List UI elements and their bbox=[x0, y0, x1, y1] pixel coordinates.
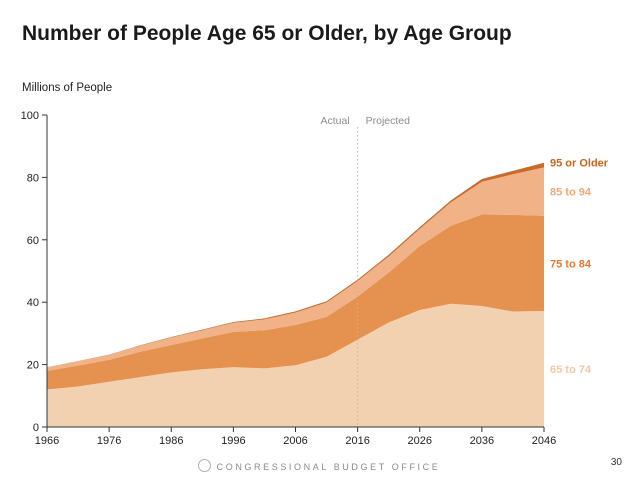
area-65-to-74 bbox=[47, 303, 544, 427]
page-number: 30 bbox=[610, 457, 622, 468]
projected-label: Projected bbox=[366, 115, 411, 127]
x-tick-label: 1976 bbox=[97, 435, 121, 447]
footer: CONGRESSIONAL BUDGET OFFICE bbox=[0, 459, 638, 472]
x-tick-label: 1966 bbox=[35, 435, 59, 447]
series-label-85-to-94: 85 to 94 bbox=[550, 187, 592, 199]
x-tick-label: 2046 bbox=[532, 435, 556, 447]
y-tick-label: 100 bbox=[21, 110, 39, 122]
footer-text: CONGRESSIONAL BUDGET OFFICE bbox=[216, 462, 441, 472]
y-axis-label: Millions of People bbox=[22, 82, 113, 94]
x-tick-label: 2036 bbox=[470, 435, 494, 447]
cbo-logo-icon bbox=[197, 459, 211, 472]
x-tick-label: 2026 bbox=[408, 435, 432, 447]
chart-title: Number of People Age 65 or Older, by Age… bbox=[22, 22, 512, 45]
series-label-75-to-84: 75 to 84 bbox=[550, 258, 592, 270]
series-label-95-or-older: 95 or Older bbox=[550, 158, 609, 170]
area-75-to-84 bbox=[47, 214, 544, 390]
y-tick-label: 60 bbox=[27, 235, 39, 247]
x-tick-label: 2016 bbox=[345, 435, 369, 447]
y-tick-label: 0 bbox=[33, 422, 39, 434]
x-tick-label: 1986 bbox=[159, 435, 183, 447]
x-tick-label: 2006 bbox=[283, 435, 307, 447]
x-tick-label: 1996 bbox=[221, 435, 245, 447]
actual-label: Actual bbox=[320, 115, 349, 127]
area-layers bbox=[47, 162, 544, 427]
y-tick-label: 40 bbox=[27, 297, 39, 309]
y-tick-label: 20 bbox=[27, 360, 39, 372]
series-labels: 65 to 74 75 to 84 85 to 94 95 or Older bbox=[550, 158, 609, 376]
area-85-to-94 bbox=[47, 167, 544, 371]
y-tick-label: 80 bbox=[27, 172, 39, 184]
series-label-65-to-74: 65 to 74 bbox=[550, 364, 592, 376]
actual-projected-divider: Actual Projected bbox=[320, 115, 410, 427]
axes: 0 20 40 60 80 100 1966 1976 1986 1996 2006 2016 2026… bbox=[21, 110, 557, 447]
